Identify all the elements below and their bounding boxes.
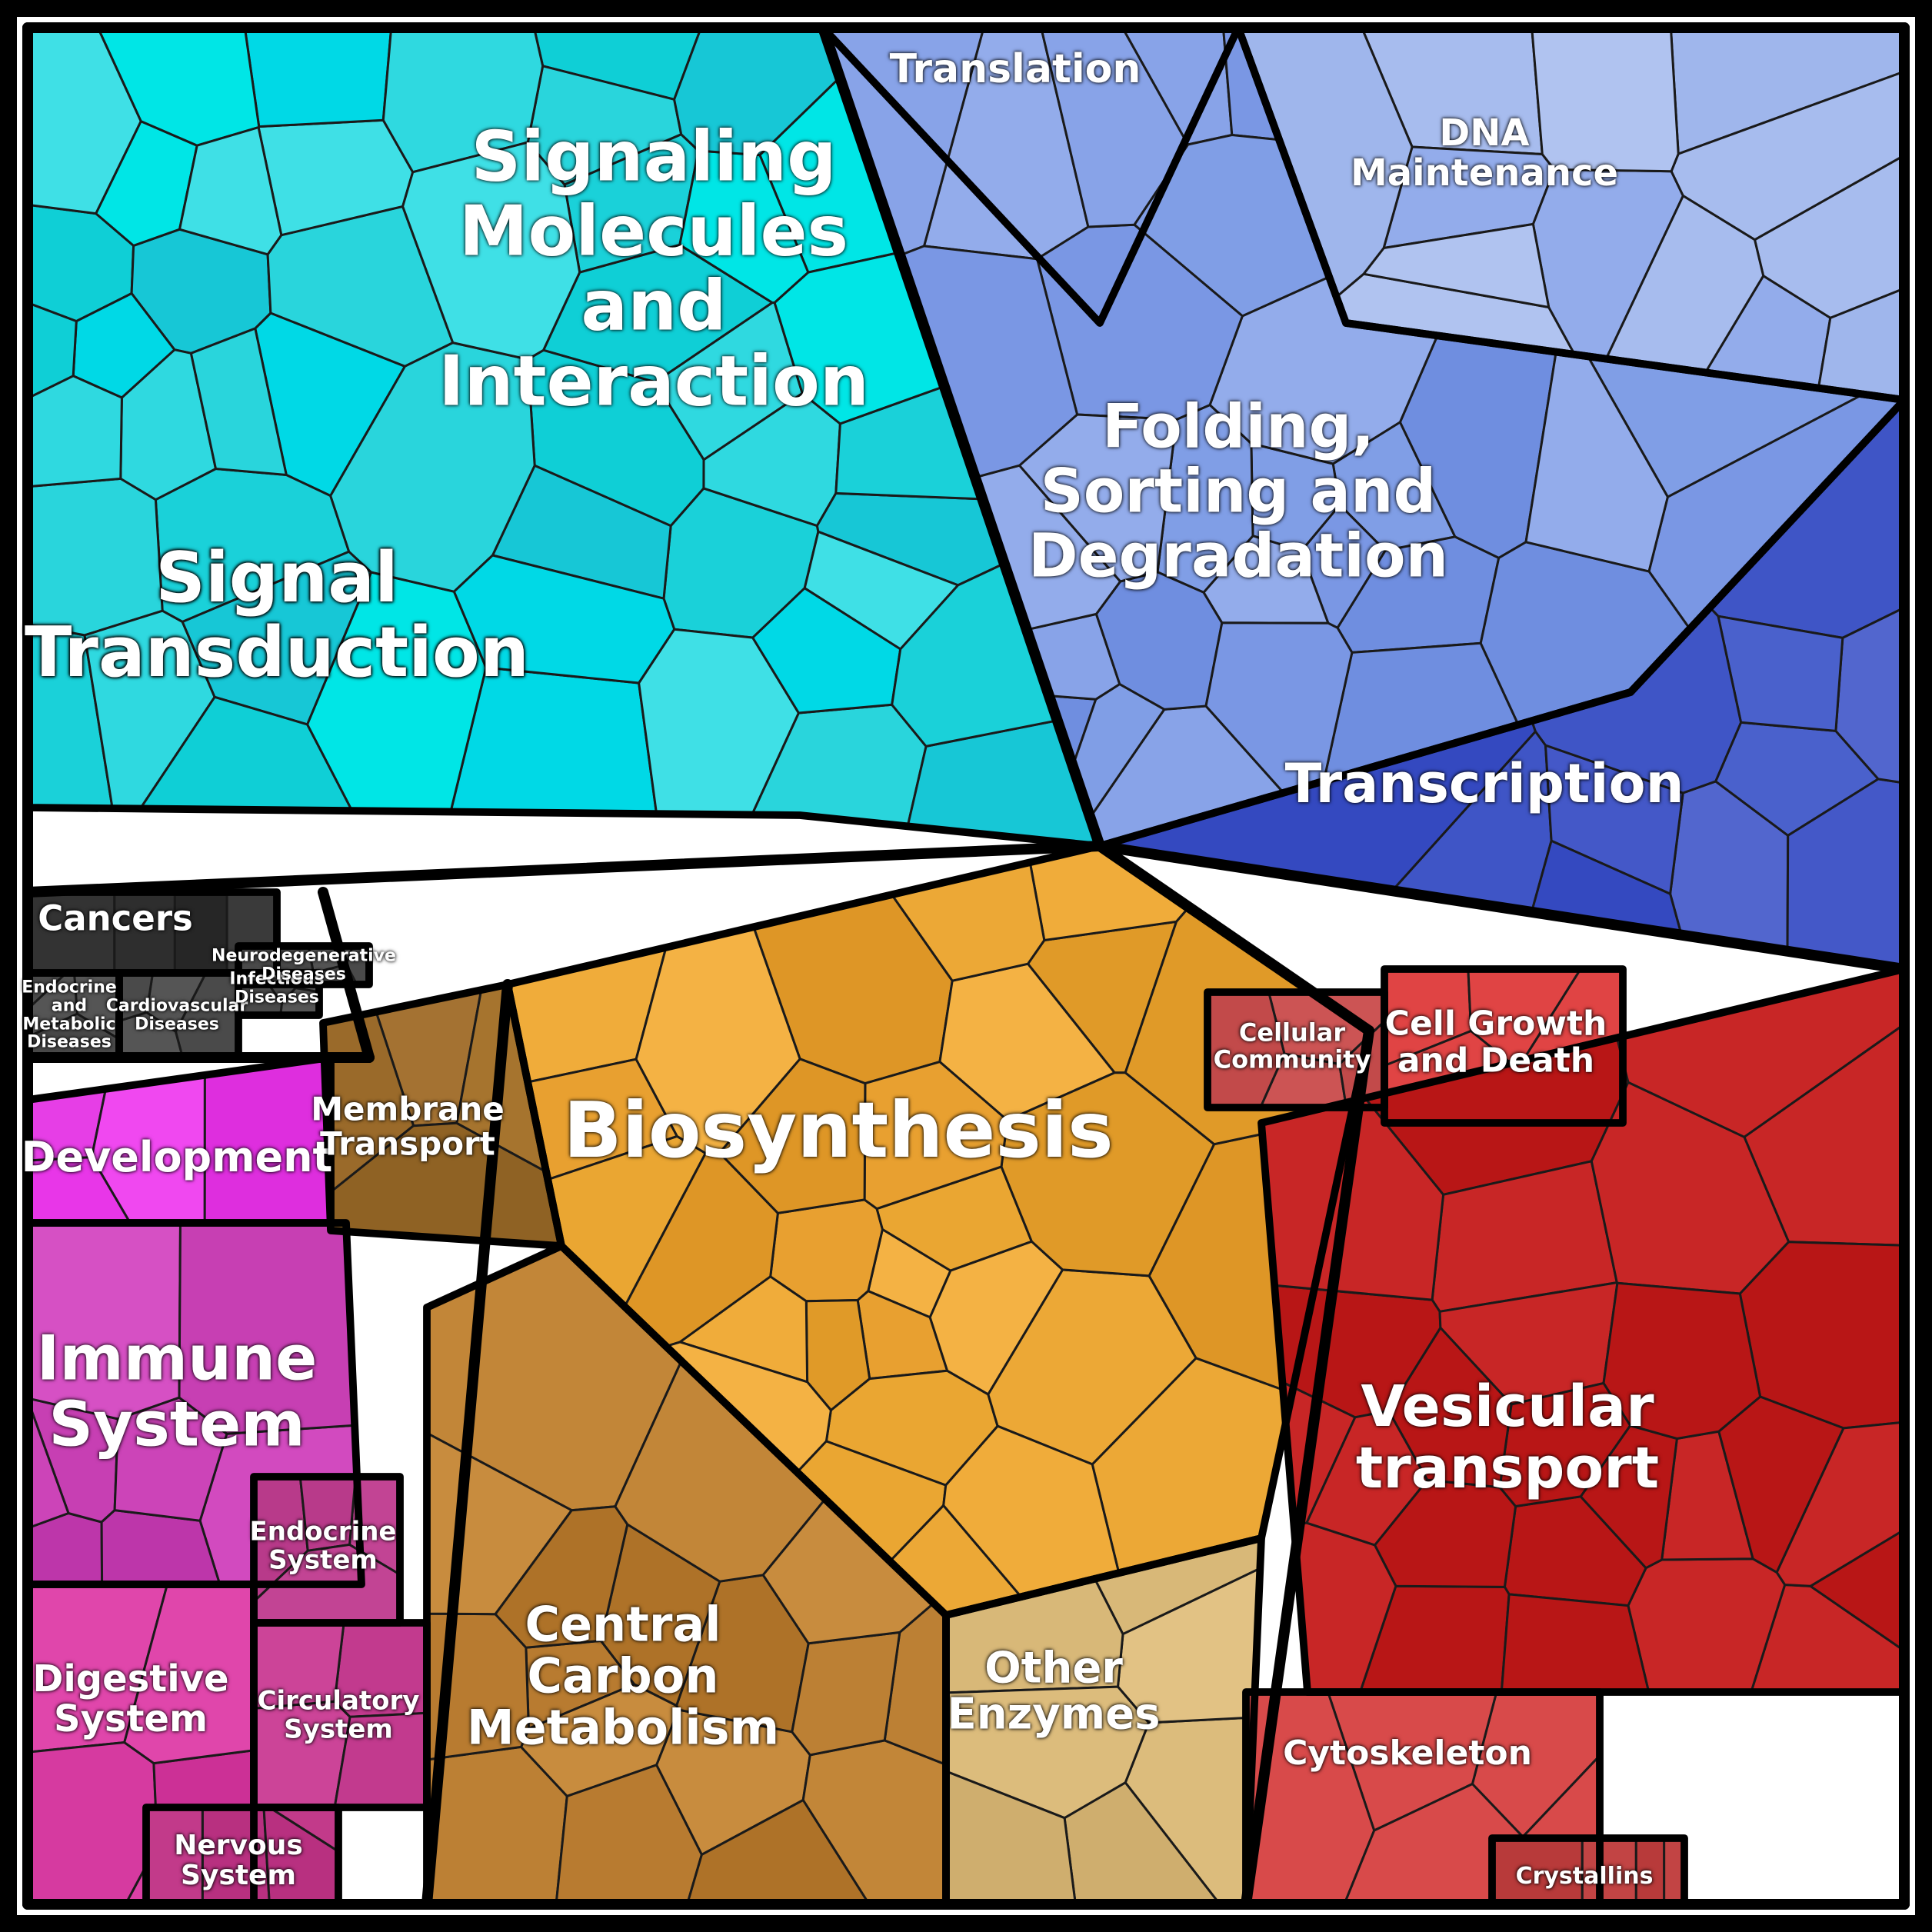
voronoi-cell bbox=[1501, 1594, 1648, 1692]
voronoi-cell bbox=[792, 1632, 900, 1755]
voronoi-cell bbox=[1532, 28, 1679, 172]
voronoi-cell bbox=[179, 1223, 355, 1434]
voronoi-cell bbox=[202, 1807, 269, 1904]
voronoi-cell bbox=[300, 1477, 355, 1551]
voronoi-cell bbox=[115, 892, 175, 973]
voronoi-cell bbox=[254, 1701, 350, 1807]
voronoi-cell bbox=[254, 1623, 344, 1708]
voronoi-cell bbox=[28, 478, 162, 635]
voronoi-cell bbox=[1492, 1838, 1582, 1904]
voronoi-cell bbox=[28, 376, 122, 487]
voronoi-cell bbox=[1636, 1838, 1664, 1904]
voronoi-cell bbox=[1604, 1283, 1760, 1438]
voronoi-cell bbox=[771, 1200, 883, 1301]
voronoi-cell bbox=[28, 892, 115, 973]
voronoi-cell bbox=[205, 1058, 331, 1223]
voronoi-cell bbox=[28, 1223, 181, 1419]
voronoi-cell bbox=[335, 1713, 427, 1807]
voronoi-cell bbox=[335, 1623, 427, 1717]
voronoi-cell bbox=[146, 1807, 202, 1904]
voronoi-cell bbox=[175, 892, 227, 973]
voronoi-cell bbox=[1582, 1838, 1636, 1904]
voronoi-cell bbox=[245, 28, 391, 127]
